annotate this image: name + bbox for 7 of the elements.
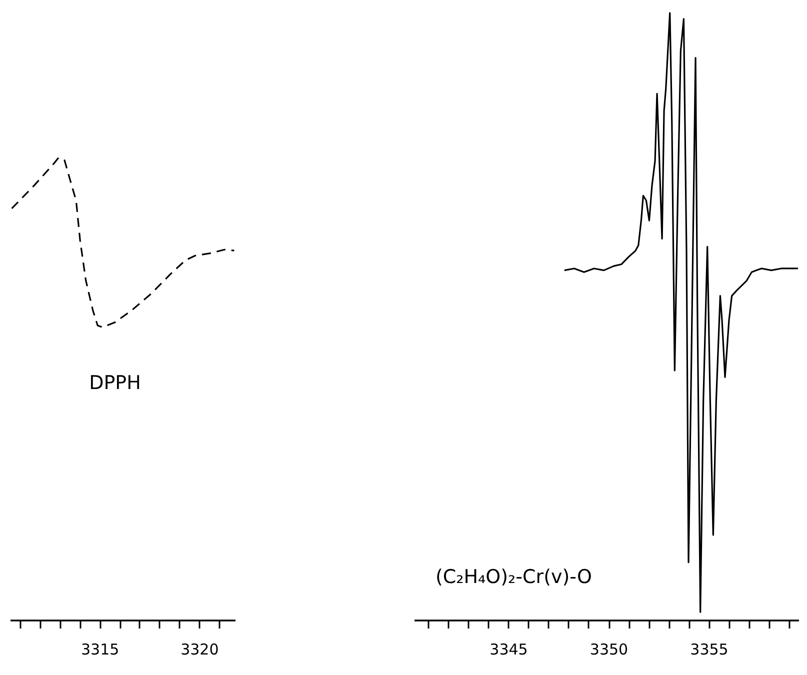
x-tick-label: 3350 (590, 640, 628, 658)
text: (C₂H₄O)₂-Cr(v)-O (435, 566, 592, 588)
text: DPPH (89, 372, 141, 394)
x-tick-label: 3355 (690, 640, 728, 658)
x-tick-label: 3320 (180, 640, 219, 658)
x-tick-label: 3345 (490, 640, 528, 658)
x-tick-label: 3315 (81, 640, 120, 658)
